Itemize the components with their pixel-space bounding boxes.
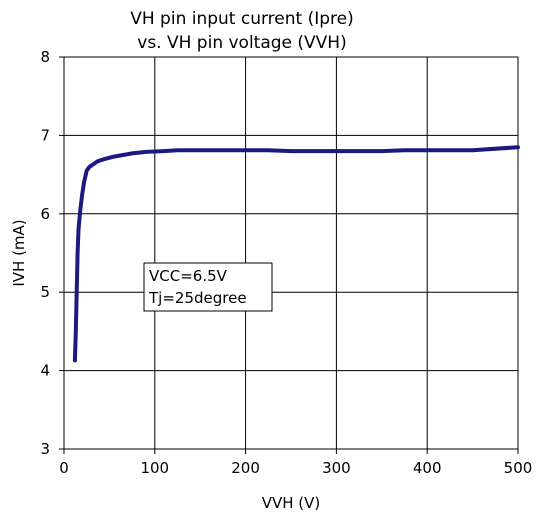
gridlines: [59, 56, 519, 454]
y-tick-label: 8: [40, 48, 50, 66]
y-tick-label: 5: [40, 283, 50, 301]
chart-title-line-2: vs. VH pin voltage (VVH): [137, 33, 346, 53]
x-tick-label: 0: [59, 459, 69, 477]
annotation-vcc: VCC=6.5V: [149, 267, 228, 285]
x-tick-label: 200: [231, 459, 260, 477]
plot-area: [63, 56, 519, 450]
annotation-box: VCC=6.5V Tj=25degree: [143, 262, 273, 312]
y-tick-label: 3: [40, 440, 50, 458]
y-axis-label: IVH (mA): [10, 219, 28, 286]
x-tick-label: 500: [504, 459, 533, 477]
y-tick-label: 4: [40, 362, 50, 380]
chart-title-line-1: VH pin input current (Ipre): [130, 9, 354, 29]
y-tick-label: 7: [40, 126, 50, 144]
annotation-tj: Tj=25degree: [148, 289, 247, 307]
y-tick-label: 6: [40, 205, 50, 223]
tick-labels: 0 100 200 300 400 500 3 4 5 6 7 8: [40, 48, 532, 477]
series-line: [72, 145, 520, 363]
x-tick-label: 100: [140, 459, 169, 477]
series-layer: [72, 145, 520, 363]
annotation-frame: [143, 262, 273, 312]
x-tick-label: 300: [322, 459, 351, 477]
x-tick-label: 400: [413, 459, 442, 477]
x-axis-label: VVH (V): [262, 494, 321, 512]
